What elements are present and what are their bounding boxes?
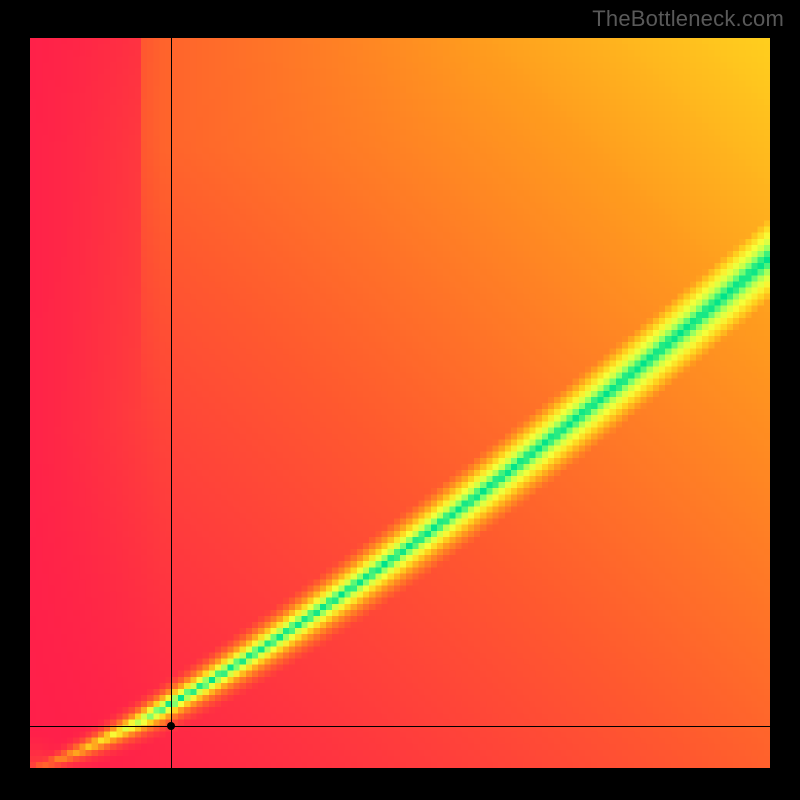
heatmap-canvas	[30, 38, 770, 768]
chart-container: { "watermark": { "text": "TheBottleneck.…	[0, 0, 800, 800]
heatmap-plot	[30, 38, 770, 768]
watermark-text: TheBottleneck.com	[592, 6, 784, 32]
